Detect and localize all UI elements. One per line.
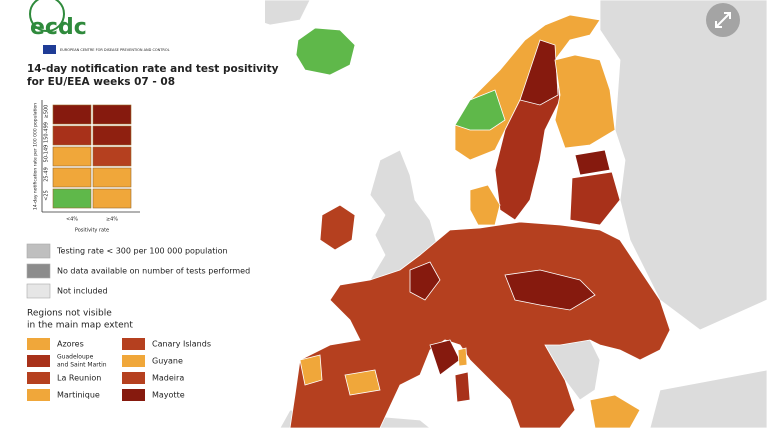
matrix-cell: [92, 104, 132, 125]
iceland: [295, 27, 356, 76]
expand-icon: [715, 12, 731, 28]
region-label: La Reunion: [57, 374, 101, 383]
region-swatch: [122, 355, 145, 367]
turkey: [649, 369, 767, 428]
region-label: and Saint Martin: [57, 362, 107, 369]
benelux-dark: [409, 261, 441, 301]
logo: ecdc: [30, 15, 87, 40]
matrix-cell: [92, 125, 132, 146]
matrix-row-label: ≥500: [44, 105, 50, 119]
legend-label: Not included: [57, 287, 108, 296]
matrix-row-label: 50-149: [44, 145, 50, 163]
legend-label: No data available on number of tests per…: [57, 267, 250, 276]
matrix-column-label: ≥4%: [106, 217, 118, 223]
ireland: [319, 204, 356, 251]
matrix-column-label: <4%: [66, 217, 78, 223]
matrix-cell: [92, 167, 132, 188]
denmark: [469, 184, 501, 226]
spain-part: [344, 369, 381, 396]
estonia: [574, 149, 611, 176]
continental-europe: [289, 221, 671, 428]
greece: [589, 394, 641, 428]
finland: [554, 54, 616, 149]
region-label: Mayotte: [152, 391, 185, 400]
logo-subtitle: EUROPEAN CENTRE FOR DISEASE PREVENTION A…: [60, 48, 170, 52]
region-label: Guyane: [152, 357, 183, 366]
region-swatch: [27, 389, 50, 401]
legend-label: Testing rate < 300 per 100 000 populatio…: [56, 247, 228, 256]
matrix-row-label: 150-499: [44, 122, 50, 143]
title-line: for EU/EEA weeks 07 - 08: [27, 76, 175, 88]
region-swatch: [122, 389, 145, 401]
russia: [599, 0, 767, 331]
region-label: Canary Islands: [152, 340, 211, 349]
matrix-cell: [52, 146, 92, 167]
sardinia: [454, 371, 471, 403]
portugal-part: [299, 354, 323, 386]
matrix-cell: [52, 104, 92, 125]
eu-flag: [43, 45, 56, 54]
matrix-cell: [52, 188, 92, 209]
matrix-cell: [92, 146, 132, 167]
region-swatch: [27, 372, 50, 384]
region-swatch: [122, 372, 145, 384]
logo-globe: [29, 0, 65, 32]
regions-title: in the main map extent: [27, 321, 133, 331]
regions: Regions not visible in the main map exten…: [27, 309, 211, 401]
region-swatch: [27, 338, 50, 350]
corsica: [457, 347, 468, 367]
matrix-cell: [92, 188, 132, 209]
legend-swatch: [26, 243, 51, 259]
matrix-row-label: 25-49: [44, 167, 50, 182]
region-label: Madeira: [152, 374, 184, 383]
matrix-cell: [52, 125, 92, 146]
legend: Testing rate < 300 per 100 000 populatio…: [26, 243, 250, 299]
legend-swatch: [26, 263, 51, 279]
matrix: ≥500 150-499 50-149 25-49 <25 14-day notifica…: [33, 100, 140, 234]
norway-south: [454, 89, 506, 131]
region-label: Guadeloupe: [57, 354, 94, 361]
legend-swatch: [26, 283, 51, 299]
matrix-cell: [52, 167, 92, 188]
latvia-lithuania: [569, 171, 621, 226]
matrix-x-label: Positivity rate: [75, 228, 109, 234]
map: [254, 0, 767, 428]
region-label: Azores: [57, 340, 84, 349]
matrix-row-label: <25: [44, 190, 50, 201]
title-line: 14-day notification rate and test positi…: [27, 63, 279, 75]
region-swatch: [122, 338, 145, 350]
regions-title: Regions not visible: [27, 309, 112, 319]
region-swatch: [27, 355, 50, 367]
matrix-y-label: 14-day notification rate per 100 000 pop…: [33, 103, 39, 210]
central-europe-dark: [504, 269, 596, 311]
region-label: Martinique: [57, 391, 100, 400]
